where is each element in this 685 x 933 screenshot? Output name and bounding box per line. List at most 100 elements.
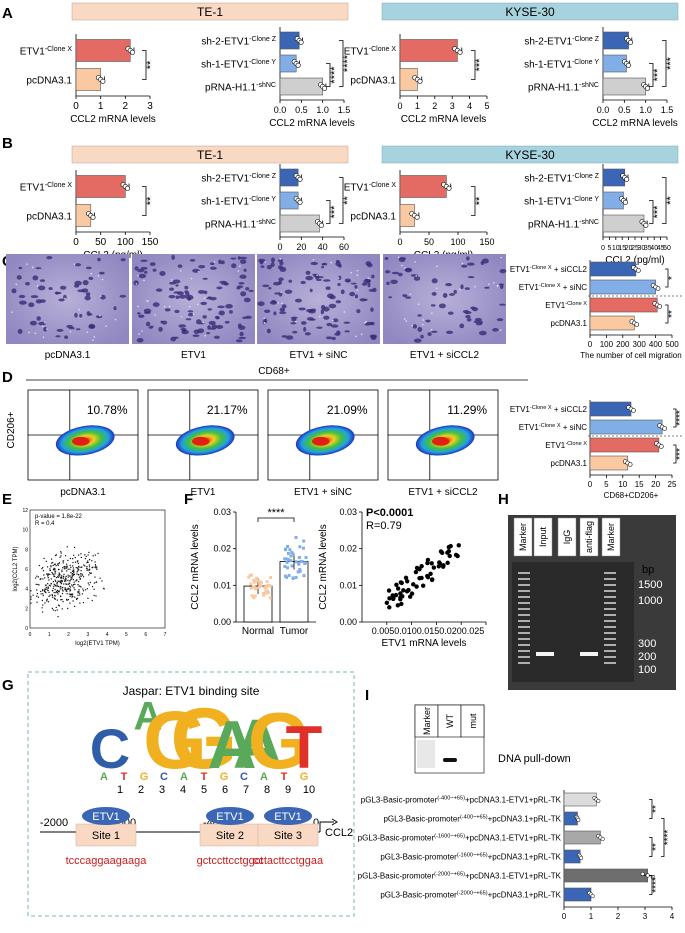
scatter-point [56, 599, 58, 601]
cell-dot [178, 324, 187, 328]
gene-label: CCL2 [325, 827, 353, 839]
scatter-point [78, 589, 80, 591]
sig-stars: **** [651, 877, 662, 893]
x-tick-label: 25 [631, 245, 639, 252]
data-point [298, 545, 302, 549]
cell-dot [188, 312, 194, 317]
scatter-point [99, 577, 101, 579]
category-main: sh-1-ETV1 [524, 60, 572, 71]
cell-dot [279, 307, 286, 312]
scatter-point [64, 580, 66, 583]
scatter-point [417, 575, 422, 581]
cell-dot [189, 258, 196, 262]
panel-letter-i: I [365, 687, 369, 704]
pore [114, 318, 117, 321]
scatter-point [72, 569, 74, 571]
pore [277, 302, 279, 304]
scatter-point [72, 585, 74, 587]
cell-dot [298, 307, 306, 311]
pore [319, 315, 321, 318]
sig-stars: *** [652, 68, 664, 82]
data-point [636, 268, 641, 273]
cell-dot [63, 294, 67, 300]
motif-letter: A [207, 707, 256, 783]
cell-dot [74, 263, 82, 267]
motif-letter: G [143, 695, 207, 786]
size-marker: 1000 [638, 595, 662, 607]
sig-stars: ** [667, 310, 678, 318]
data-point [302, 539, 306, 543]
cell-dot [325, 336, 333, 340]
category-main: ETV1 [20, 183, 45, 194]
cell-dot [46, 256, 53, 260]
scatter-point [73, 571, 75, 573]
category-main: sh-2-ETV1 [201, 37, 249, 48]
bar-chart: 0 1 2 3 4 5 CCL2 mRNA levels ETV1-Clone X pcDNA3… [344, 34, 490, 125]
pore [364, 321, 366, 324]
bar [75, 175, 126, 198]
ladder-band [518, 656, 530, 658]
x-tick-label: 40 [650, 245, 658, 252]
bar [589, 315, 635, 331]
scatter-point [53, 597, 56, 599]
category-main: pcDNA3.1 [350, 212, 396, 223]
row-label: pGL3-Basic-promoter(-400~+65)+pcDNA3.1-E… [361, 796, 562, 805]
cell-dot [467, 276, 475, 279]
pore [204, 334, 206, 337]
cell-dot [32, 275, 39, 281]
y-tick-label: 0.00 [339, 617, 357, 627]
pore [69, 330, 72, 333]
category-sup: -shNC [579, 82, 599, 89]
cell-dot [187, 310, 194, 313]
pore [97, 275, 100, 277]
lane-label: Marker [422, 707, 432, 735]
scatter-point [428, 571, 433, 576]
cell-dot [462, 309, 469, 314]
x-tick-label: 60 [339, 242, 349, 252]
scatter-point [72, 573, 74, 575]
category-label: pRNA-H1.1-shNC [205, 219, 276, 231]
scatter-point [429, 577, 435, 583]
image-background [6, 254, 129, 344]
cell-dot [149, 262, 156, 267]
data-point [297, 199, 303, 205]
scatter-point [36, 595, 38, 597]
quadrant-percent: 21.09% [327, 403, 368, 417]
row-prefix: pGL3-Basic-promoter [361, 796, 438, 805]
sig-bracket [339, 40, 344, 87]
scatter-point [63, 583, 65, 585]
cell-dot [412, 324, 418, 329]
scatter-point [44, 602, 46, 604]
data-point [289, 554, 293, 558]
scatter-point [57, 593, 59, 595]
ladder-band [604, 590, 616, 592]
data-point [596, 798, 601, 804]
category-main: pcDNA3.1 [26, 76, 72, 87]
scatter-point [404, 579, 410, 584]
pore [411, 324, 414, 327]
category-main: pcDNA3.1 [350, 76, 396, 87]
category-suffix: + siNC [561, 423, 588, 432]
category-sup: -Clone Z [572, 36, 600, 43]
category-label: pcDNA3.1 [551, 459, 588, 468]
scatter-point [87, 582, 89, 584]
scatter-point [42, 594, 44, 597]
x-tick-label: 0 [588, 480, 593, 489]
cell-dot [284, 289, 293, 294]
cell-dot [16, 275, 22, 280]
cell-dot [216, 286, 223, 290]
scatter-point [40, 578, 42, 580]
scatter-point [55, 554, 57, 556]
flow-plot: 21.09% ETV1 + siNC [267, 389, 379, 498]
cell-dot [177, 264, 183, 268]
x-tick-label: 0.0 [597, 105, 610, 115]
category-main: sh-1-ETV1 [524, 197, 572, 208]
data-point [90, 214, 96, 220]
scatter-point [95, 595, 97, 597]
pore [263, 317, 266, 320]
scatter-point [54, 568, 56, 570]
x-tick-label: 4 [106, 632, 109, 638]
cell-dot [465, 315, 471, 319]
cell-dot [173, 291, 181, 294]
